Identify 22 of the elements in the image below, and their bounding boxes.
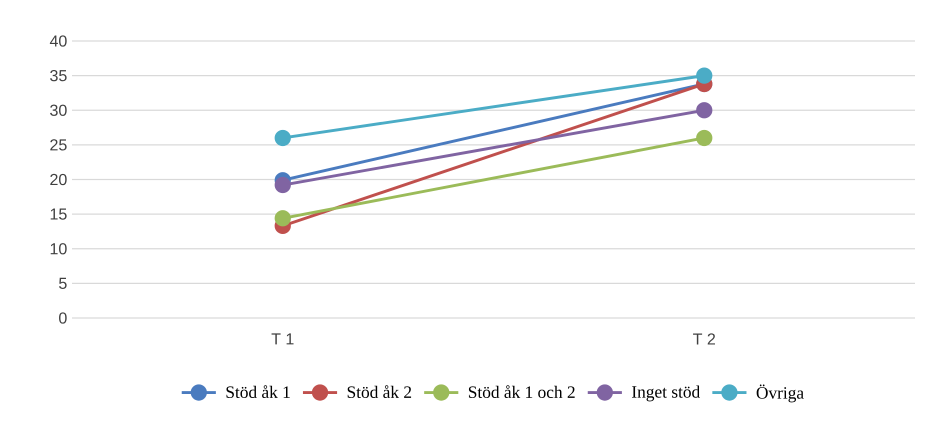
y-tick-label: 5 (59, 278, 67, 289)
y-tick-label: 0 (59, 312, 67, 324)
y-tick-label: 20 (50, 174, 67, 186)
x-tick-label: T 1 (272, 333, 294, 344)
legend-label: Övriga (756, 384, 804, 402)
point (274, 210, 291, 226)
legend-label: Inget stöd (632, 386, 700, 402)
y-tick-label: 35 (50, 70, 67, 82)
point (696, 102, 712, 118)
legend-label: Stöd åk 2 (348, 385, 412, 398)
point (274, 130, 291, 146)
point (274, 176, 291, 194)
y-tick-label: 25 (50, 139, 67, 151)
legend-label: Stöd åk 1 och 2 (468, 385, 575, 398)
y-tick-label: 30 (50, 104, 67, 116)
point (696, 67, 712, 84)
y-tick-label: 10 (50, 243, 67, 254)
y-tick-label: 40 (50, 35, 67, 47)
point (696, 130, 712, 146)
y-tick-label: 15 (50, 208, 67, 220)
legend-label: Stöd åk 1 (226, 385, 290, 398)
x-tick-label: T 2 (693, 333, 715, 345)
